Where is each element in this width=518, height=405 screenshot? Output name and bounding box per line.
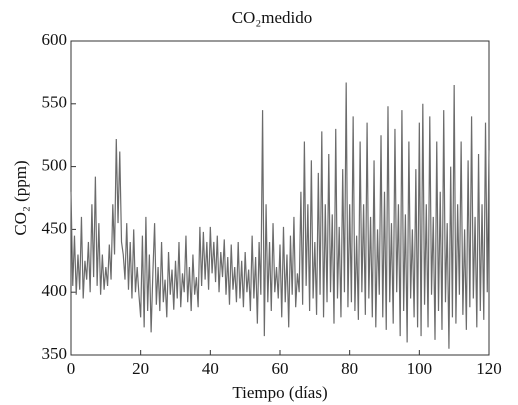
x-tick-label: 80 [341, 359, 358, 378]
x-tick-label: 60 [272, 359, 289, 378]
data-line [70, 82, 490, 349]
x-tick-label: 100 [407, 359, 433, 378]
x-axis-label: Tiempo (días) [232, 383, 327, 402]
x-tick-label: 0 [67, 359, 76, 378]
y-tick-label: 600 [42, 30, 68, 49]
plot-frame [70, 40, 490, 356]
y-axis-label: CO₂ (ppm) [11, 160, 30, 235]
y-tick-label: 350 [42, 344, 68, 363]
x-tick-label: 40 [202, 359, 219, 378]
y-tick-label: 500 [42, 156, 68, 175]
x-tick-label: 120 [476, 359, 502, 378]
y-tick-label: 400 [42, 281, 68, 300]
x-tick-label: 20 [132, 359, 149, 378]
chart-title: CO₂medido [232, 8, 313, 27]
y-tick-label: 550 [42, 93, 68, 112]
y-tick-label: 450 [42, 218, 68, 237]
